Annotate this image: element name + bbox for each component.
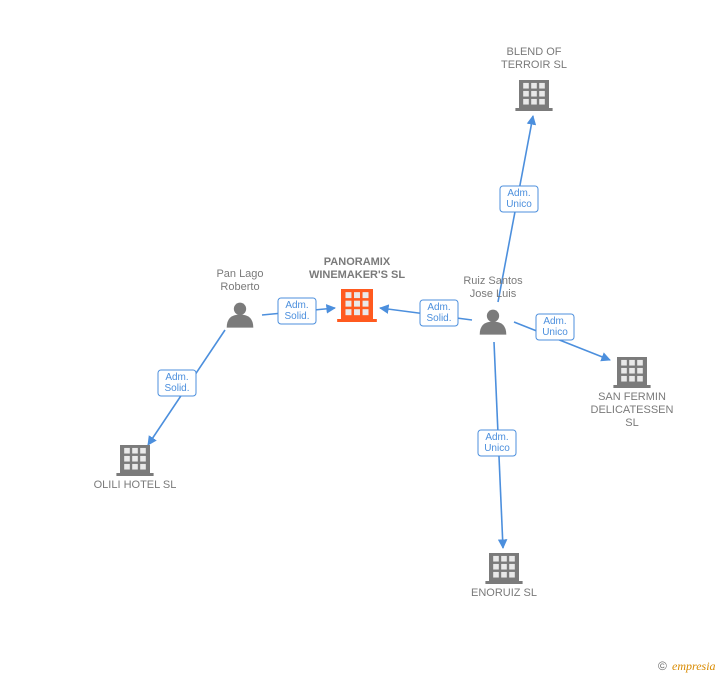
node-olili[interactable] [116, 445, 153, 476]
edge-label-text: Unico [506, 199, 532, 210]
edge-label-text: Solid. [164, 383, 189, 394]
node-label: OLILI HOTEL SL [94, 479, 177, 491]
nodes-layer: PANORAMIXWINEMAKER'S SL Pan LagoRoberto Ru… [94, 46, 674, 599]
node-label: Jose Luis [470, 288, 517, 300]
node-panoramix[interactable] [337, 289, 377, 322]
node-label: SL [625, 417, 638, 429]
node-label: WINEMAKER'S SL [309, 269, 405, 281]
node-sanfermin[interactable] [613, 357, 650, 388]
footer: © empresia [658, 659, 716, 673]
node-label: PANORAMIX [324, 256, 391, 268]
edge-label-text: Solid. [284, 311, 309, 322]
edge-label-text: Unico [542, 327, 568, 338]
edge-label-text: Adm. [427, 302, 450, 313]
edge-label-text: Adm. [165, 372, 188, 383]
node-ruiz_santos[interactable] [480, 310, 507, 335]
edge-label-text: Adm. [285, 300, 308, 311]
edge-label-text: Adm. [507, 188, 530, 199]
node-blend[interactable] [515, 80, 552, 111]
node-label: Ruiz Santos [463, 275, 523, 287]
node-label: SAN FERMIN [598, 391, 666, 403]
brand-text: empresia [672, 659, 716, 673]
node-label: BLEND OF [506, 46, 561, 58]
node-pan_lago[interactable] [227, 303, 254, 328]
node-label: ENORUIZ SL [471, 587, 537, 599]
edge-label-text: Adm. [485, 432, 508, 443]
edge-label-text: Unico [484, 443, 510, 454]
node-label: DELICATESSEN [591, 404, 674, 416]
node-enoruiz[interactable] [485, 553, 522, 584]
copyright-symbol: © [658, 659, 667, 673]
vinculos-diagram: Adm.Solid.Adm.Solid.Adm.Solid.Adm.UnicoA… [0, 0, 728, 685]
node-label: TERROIR SL [501, 59, 567, 71]
node-label: Roberto [220, 281, 259, 293]
edge-label-text: Adm. [543, 316, 566, 327]
edge-label-text: Solid. [426, 313, 451, 324]
node-label: Pan Lago [216, 268, 263, 280]
